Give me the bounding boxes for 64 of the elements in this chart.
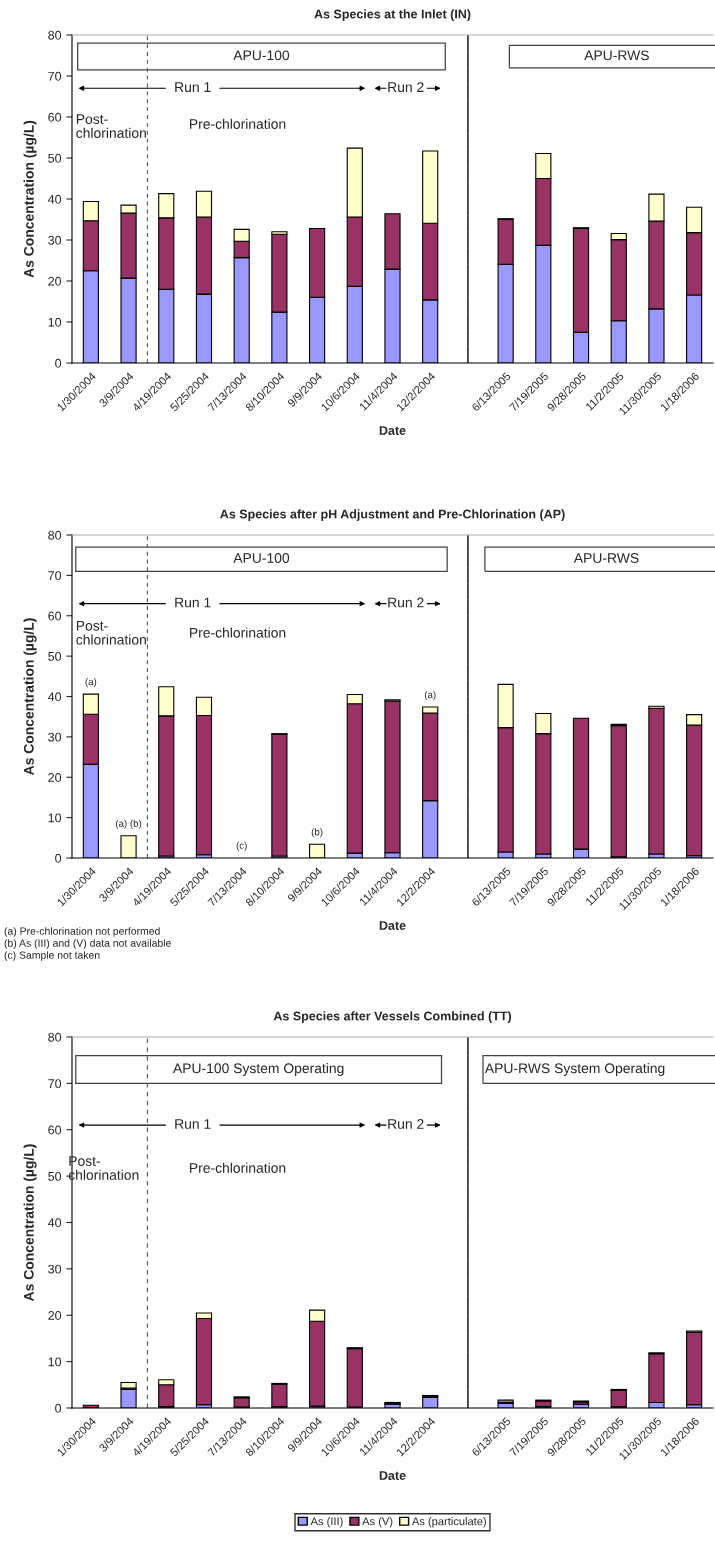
annotation: Run 2 [388,1119,424,1129]
annotation: Run 2 [388,597,424,608]
annotation: APU-100 [233,50,290,61]
y-tick-label: 50 [48,1171,62,1181]
y-tick-label: 10 [48,317,62,327]
y-tick-label: 60 [48,611,62,621]
y-tick-label: 0 [55,853,62,863]
y-axis-title: As Concentration (µg/L) [23,1144,37,1301]
y-axis-title: As Concentration (µg/L) [23,120,37,278]
y-tick-label: 20 [48,1311,62,1320]
y-tick-label: 80 [48,1032,62,1042]
annotation: APU-RWS [584,50,649,61]
y-tick-label: 20 [48,276,62,286]
annotation: APU-RWS System Operating [484,1062,665,1076]
annotation: Run 1 [175,597,211,608]
y-tick-label: 70 [48,571,62,581]
text: (a) Pre-chlorination not performed [4,927,160,937]
y-tick-label: 70 [48,71,62,81]
y-tick-label: 30 [48,732,62,742]
y-tick-label: 30 [48,235,62,245]
annotation: Pre-chlorination [190,627,286,638]
y-tick-label: 60 [48,1125,62,1135]
y-tick-label: 40 [47,1218,62,1228]
annotation: APU-100 [233,553,290,563]
y-tick-label: 40 [47,692,62,702]
annotation: (a) [85,678,97,688]
annotation: (a) [424,690,436,701]
x-axis-title: Date [379,1471,406,1480]
legend-label: As (V) [362,1517,393,1528]
y-tick-label: 30 [48,1264,62,1274]
y-tick-label: 50 [48,651,62,661]
y-tick-label: 50 [48,153,62,163]
y-tick-label: 10 [48,813,62,823]
annotation: Post- chlorination [76,114,146,138]
y-tick-label: 10 [48,1357,62,1367]
annotation: Run 2 [388,82,424,93]
y-tick-label: 0 [55,1403,62,1413]
x-axis-title: Date [379,921,406,930]
annotation: APU-RWS [573,553,639,563]
chart-title: As Species after Vessels Combined (TT) [273,1011,512,1023]
y-tick-label: 80 [48,530,62,540]
annotation: Run 1 [175,82,211,93]
y-tick-label: 40 [47,194,62,204]
annotation: APU-100 System Operating [172,1062,344,1076]
chart-title: As Species after pH Adjustment and Pre-Chlorination (AP) [220,509,565,521]
annotation: (a) (b) [115,819,142,829]
text: (b) As (III) and (V) data not available [4,939,171,949]
legend-label: As (III) [310,1517,343,1528]
annotation: (b) [311,828,323,838]
y-tick-label: 20 [48,773,62,782]
x-axis-title: Date [379,426,406,435]
y-tick-label: 0 [55,358,62,368]
chart-title: As Species at the Inlet (IN) [314,9,471,21]
y-tick-label: 70 [48,1079,62,1089]
y-tick-label: 60 [48,112,62,122]
y-axis-title: As Concentration (µg/L) [23,618,37,775]
annotation: Post- chlorination [76,620,146,645]
annotation: Pre-chlorination [190,118,286,129]
legend-label: As (particulate) [411,1517,486,1528]
annotation: Pre-chlorination [190,1162,286,1173]
annotation: Run 1 [175,1119,211,1129]
y-tick-label: 80 [48,30,62,40]
annotation: (c) [236,841,247,851]
text: (c) Sample not taken [4,951,100,961]
